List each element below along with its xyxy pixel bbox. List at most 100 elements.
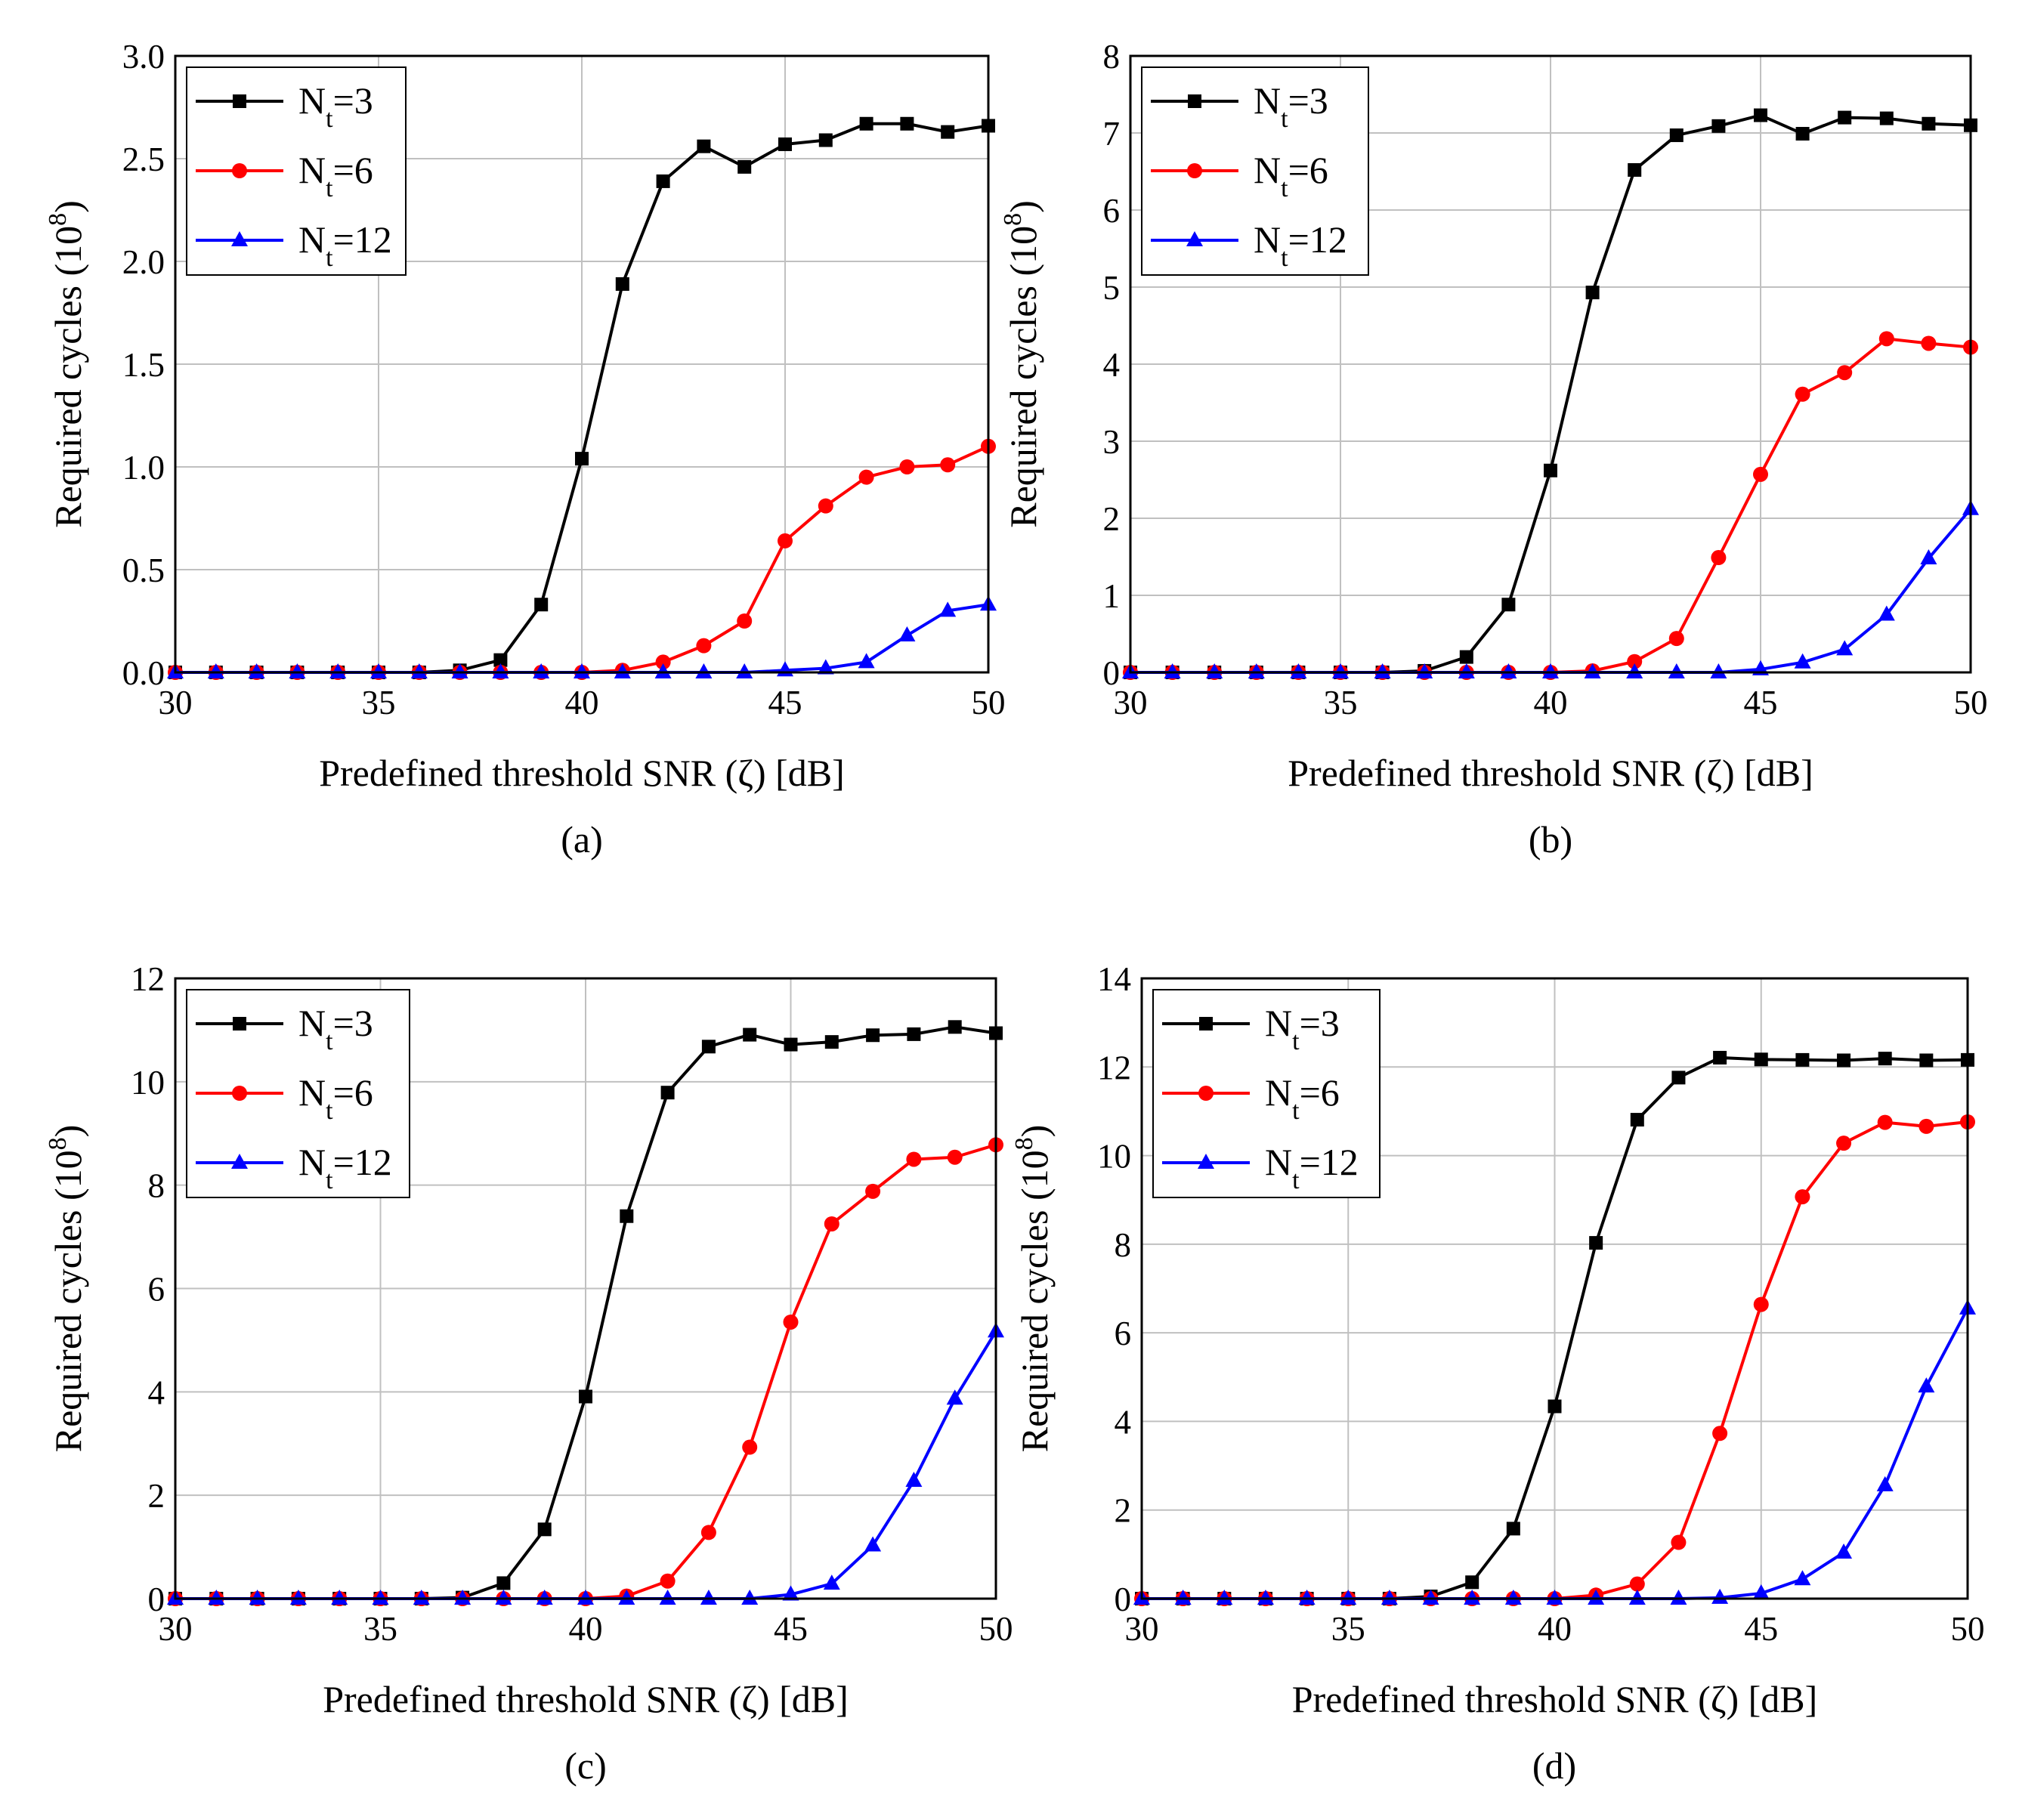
y-tick-label: 6 (1103, 192, 1121, 230)
data-point (864, 1536, 882, 1552)
data-point (778, 533, 793, 548)
data-point (1374, 663, 1391, 678)
data-point (1713, 1050, 1727, 1064)
y-tick-label: 5 (1103, 269, 1121, 307)
x-tick-label: 45 (1744, 684, 1778, 722)
legend-marker (233, 1017, 246, 1031)
data-point (659, 1590, 676, 1605)
chart-panel-c: 30 35 40 45 50024681012Nt=3Nt=6Nt=12Predefin… (44, 960, 1013, 1787)
x-tick-label: 50 (972, 684, 1006, 722)
x-tick-label: 45 (774, 1610, 808, 1648)
y-tick-label: 3.0 (122, 38, 165, 76)
data-point (1754, 108, 1767, 122)
legend-label-base: N (1265, 1002, 1292, 1044)
data-point (533, 663, 550, 678)
legend: Nt=3Nt=6Nt=12 (186, 66, 407, 276)
data-point (900, 116, 914, 131)
legend-label-base: N (298, 1141, 326, 1183)
legend-label-sub: t (326, 1097, 333, 1125)
data-point (1340, 1590, 1357, 1605)
legend: Nt=3Nt=6Nt=12 (186, 989, 410, 1198)
data-point (289, 1590, 307, 1605)
data-point (492, 663, 509, 678)
y-tick-label: 6 (1115, 1315, 1132, 1352)
y-tick-label: 1 (1103, 577, 1121, 615)
data-point (1629, 1576, 1645, 1592)
legend-label-base: N (1254, 149, 1281, 191)
x-tick-label: 45 (768, 684, 802, 722)
x-axis-title: Predefined threshold SNR (ζ) [dB] (319, 752, 845, 794)
legend-label-rest: =6 (1300, 1071, 1340, 1114)
data-point (618, 1590, 635, 1605)
legend-label-sub: t (326, 105, 333, 133)
data-point (660, 1573, 676, 1589)
data-point (701, 1040, 716, 1054)
y-tick-label: 3 (1103, 423, 1121, 461)
data-point (1589, 1236, 1603, 1250)
data-point (1630, 1113, 1644, 1127)
legend-label-rest: =12 (1288, 218, 1347, 261)
data-point (1216, 1590, 1233, 1605)
legend-marker (1198, 1086, 1214, 1101)
x-tick-label: 40 (565, 684, 599, 722)
x-tick-label: 40 (1534, 684, 1568, 722)
legend-label: Nt=3 (298, 1002, 373, 1055)
plot-frame (1140, 977, 1969, 1600)
data-point (1500, 663, 1517, 678)
data-point (1459, 650, 1473, 664)
legend: Nt=3Nt=6Nt=12 (1141, 66, 1369, 276)
legend-label-rest: =3 (1288, 79, 1328, 122)
data-point (1627, 654, 1643, 669)
data-point (1174, 1590, 1192, 1605)
data-point (1711, 1588, 1729, 1604)
data-point (859, 116, 873, 131)
legend-label-rest: =6 (1288, 149, 1328, 191)
data-point (620, 1209, 634, 1223)
x-tick-label: 50 (1954, 684, 1988, 722)
y-tick-label: 14 (1097, 960, 1131, 998)
legend-marker (231, 1154, 248, 1169)
legend-entry-Nt=3: Nt=3 (1151, 79, 1328, 133)
data-point (1588, 1590, 1605, 1605)
legend-label-sub: t (326, 1027, 333, 1055)
legend-label-base: N (1265, 1071, 1292, 1114)
legend-marker (1199, 1017, 1213, 1031)
y-axis-title: Required cycles (108) (1010, 1125, 1056, 1453)
legend-label-rest: =6 (333, 1071, 373, 1114)
data-point (1671, 1534, 1687, 1550)
y-axis-title: Required cycles (108) (999, 200, 1044, 528)
data-point (1794, 653, 1811, 669)
data-point (1546, 1590, 1563, 1605)
data-point (1504, 1590, 1522, 1605)
data-point (372, 1590, 389, 1605)
data-point (451, 663, 468, 678)
data-point (1465, 1575, 1479, 1590)
y-tick-label: 2 (148, 1477, 165, 1515)
data-point (1919, 1118, 1934, 1134)
data-point (654, 663, 672, 678)
legend-label-base: N (298, 79, 326, 122)
y-tick-label: 4 (148, 1373, 165, 1411)
legend-label: Nt=6 (298, 149, 373, 202)
legend-label: Nt=6 (298, 1071, 373, 1125)
data-point (534, 598, 549, 612)
data-point (1838, 110, 1852, 125)
data-point (946, 1389, 963, 1405)
y-tick-label: 0.5 (122, 552, 165, 589)
y-tick-label: 1.5 (122, 346, 165, 384)
x-tick-label: 30 (1125, 1610, 1159, 1648)
plot-frame (1129, 54, 1972, 674)
legend-label-base: N (298, 218, 326, 261)
data-point (1416, 663, 1433, 678)
x-tick-label: 35 (362, 684, 396, 722)
legend-label: Nt=3 (1254, 79, 1328, 133)
legend-label: Nt=12 (1254, 218, 1347, 272)
y-tick-label: 2.0 (122, 243, 165, 281)
y-axis-title-base: Required cycles (10 (47, 1150, 89, 1452)
data-point (947, 1149, 963, 1165)
y-tick-label: 12 (1097, 1049, 1131, 1086)
data-point (1626, 663, 1643, 678)
data-point (1422, 1590, 1439, 1605)
y-tick-label: 8 (148, 1167, 165, 1205)
